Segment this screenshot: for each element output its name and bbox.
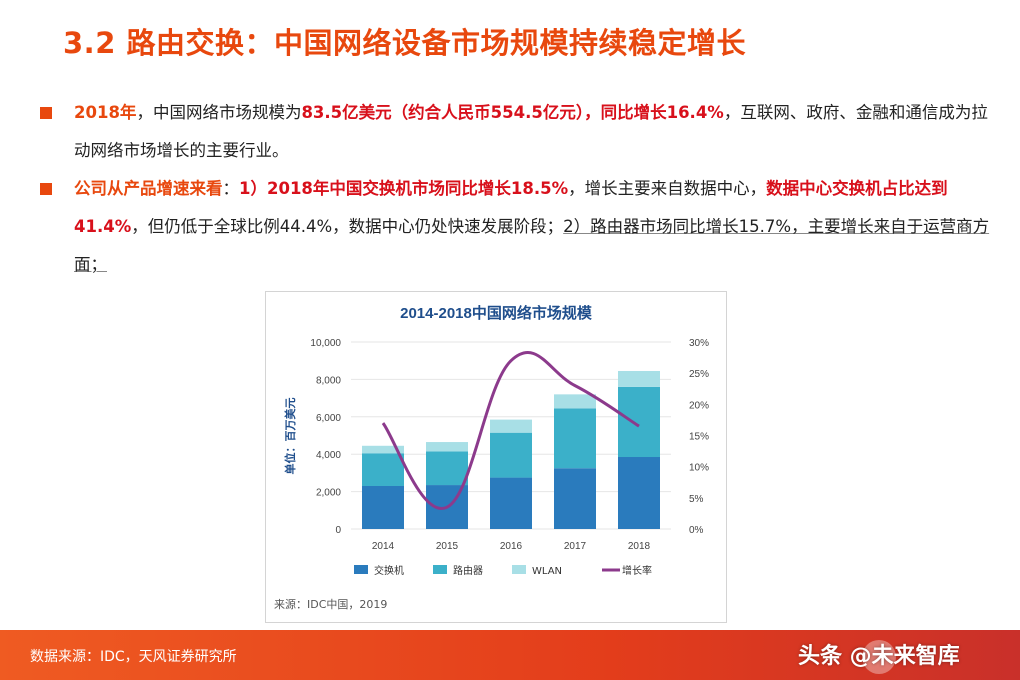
y2-tick-label: 20% <box>689 400 709 411</box>
bar-交换机 <box>362 485 404 529</box>
y2-tick-label: 5% <box>689 494 704 505</box>
bullet-2-part-4: 数据中心交换机占比达到41.4% <box>74 179 948 236</box>
bullet-1-text: 2018年，中国网络市场规模为83.5亿美元（约合人民币554.5亿元），同比增… <box>74 103 988 160</box>
watermark: 头条 @未来智库 <box>798 644 960 669</box>
legend-swatch-路由器 <box>433 565 447 574</box>
bullet-2-part-6: 2）路由器市场同比增长15.7%，主要增长来自于运营商方面； <box>74 217 990 274</box>
y-tick-label: 2,000 <box>316 488 341 499</box>
bar-WLAN <box>618 370 660 387</box>
bullet-square-icon <box>40 107 52 119</box>
bullet-2-part-5: ，但仍低于全球比例44.4%，数据中心仍处快速发展阶段； <box>131 217 564 236</box>
legend-label: WLAN <box>532 566 562 577</box>
bar-路由器 <box>426 451 468 486</box>
bullet-1-part-0: 2018年 <box>74 103 137 122</box>
bar-路由器 <box>362 453 404 486</box>
x-tick-label: 2018 <box>628 541 651 552</box>
y-tick-label: 10,000 <box>310 338 341 349</box>
y2-tick-label: 10% <box>689 463 709 474</box>
legend-swatch-WLAN <box>512 565 526 574</box>
x-tick-label: 2015 <box>436 541 459 552</box>
market-size-chart: 2014-2018中国网络市场规模单位：百万美元 0 2,000 4,000 6,000… <box>265 291 727 623</box>
chart-source-note: 来源：IDC中国，2019 <box>274 598 388 611</box>
bar-路由器 <box>554 408 596 469</box>
y2-tick-label: 15% <box>689 432 709 443</box>
bullet-2-text: 公司从产品增速来看：1）2018年中国交换机市场同比增长18.5%，增长主要来自… <box>74 179 989 274</box>
bar-交换机 <box>554 468 596 529</box>
legend-swatch-交换机 <box>354 565 368 574</box>
y2-tick-label: 30% <box>689 338 709 349</box>
y-tick-label: 0 <box>335 525 341 536</box>
page-title: 3.2 路由交换：中国网络设备市场规模持续稳定增长 <box>63 26 746 60</box>
bullet-1-part-1: ，中国网络市场规模为 <box>136 103 302 122</box>
y-tick-label: 6,000 <box>316 413 341 424</box>
bar-路由器 <box>490 432 532 478</box>
bullet-item-2: 公司从产品增速来看：1）2018年中国交换机市场同比增长18.5%，增长主要来自… <box>40 170 1000 284</box>
bar-WLAN <box>490 419 532 433</box>
x-tick-label: 2017 <box>564 541 587 552</box>
bar-路由器 <box>618 386 660 458</box>
bullet-item-1: 2018年，中国网络市场规模为83.5亿美元（约合人民币554.5亿元），同比增… <box>40 94 1000 170</box>
legend-label: 增长率 <box>622 564 652 577</box>
y-tick-label: 4,000 <box>316 450 341 461</box>
bar-WLAN <box>554 394 596 409</box>
bullet-square-icon <box>40 183 52 195</box>
y2-tick-label: 0% <box>689 525 704 536</box>
legend-label: 路由器 <box>453 564 483 577</box>
bullet-1-part-2: 83.5亿美元（约合人民币554.5亿元），同比增长16.4% <box>301 103 724 122</box>
bullet-2-part-3: ，增长主要来自数据中心， <box>568 179 767 198</box>
bullet-list: 2018年，中国网络市场规模为83.5亿美元（约合人民币554.5亿元），同比增… <box>40 94 1000 284</box>
bullet-1-part-3: ，互联网、政府、金融和通信成为拉动网络市场增长的主要行业。 <box>74 103 988 160</box>
chart-title: 2014-2018中国网络市场规模 <box>400 304 593 322</box>
x-tick-label: 2014 <box>372 541 395 552</box>
legend-label: 交换机 <box>374 564 404 577</box>
footer-bar: 数据来源：IDC，天风证券研究所 头条 @未来智库 <box>0 630 1020 680</box>
bullet-2-part-0: 公司从产品增速来看 <box>74 179 223 198</box>
footer-source: 数据来源：IDC，天风证券研究所 <box>30 649 237 665</box>
bar-交换机 <box>490 477 532 529</box>
bar-交换机 <box>618 457 660 529</box>
bullet-2-part-2: 1）2018年中国交换机市场同比增长18.5% <box>239 179 569 198</box>
bar-WLAN <box>426 442 468 452</box>
bar-WLAN <box>362 445 404 454</box>
bullet-2-part-1: ： <box>222 179 240 198</box>
y2-tick-label: 25% <box>689 369 709 380</box>
x-tick-label: 2016 <box>500 541 523 552</box>
growth-rate-line <box>381 351 640 510</box>
y-axis-label: 单位：百万美元 <box>283 398 297 475</box>
y-tick-label: 8,000 <box>316 375 341 386</box>
tf-logo-icon <box>862 640 896 674</box>
